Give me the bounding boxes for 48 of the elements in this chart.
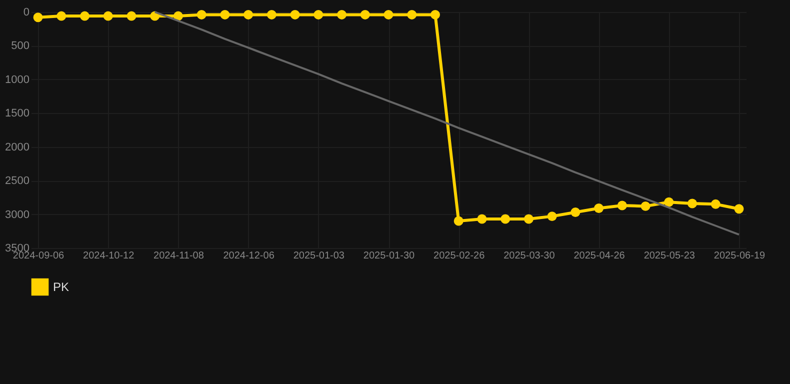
x-tick-label: 2024-09-06: [12, 250, 65, 262]
point: [547, 212, 557, 222]
point: [314, 10, 324, 20]
x-tick-label: 2024-12-06: [223, 250, 275, 262]
y-tick-label: 3000: [5, 208, 30, 221]
point: [477, 214, 487, 224]
point: [500, 214, 510, 224]
point: [244, 10, 254, 20]
x-tick-label: 2024-11-08: [153, 250, 204, 262]
point: [337, 10, 347, 20]
y-tick-label: 0: [23, 6, 30, 18]
point: [384, 10, 394, 20]
point: [33, 12, 43, 22]
x-tick-label: 2024-10-12: [83, 250, 135, 262]
x-tick-label: 2025-03-30: [504, 250, 556, 262]
point: [56, 11, 66, 21]
point: [290, 10, 300, 20]
point: [710, 199, 720, 209]
y-tick-label: 1000: [5, 74, 30, 86]
point: [80, 11, 90, 21]
point: [524, 214, 534, 224]
y-tick-label: 1500: [5, 108, 30, 120]
point: [664, 197, 674, 207]
x-tick-label: 2025-02-26: [434, 250, 486, 262]
point: [640, 201, 650, 211]
point: [103, 11, 113, 21]
point: [454, 216, 464, 226]
x-tick-label: 2025-01-30: [363, 250, 416, 262]
x-tick-label: 2025-01-03: [293, 250, 345, 262]
point: [360, 10, 370, 20]
point: [617, 200, 627, 210]
point: [220, 10, 230, 20]
point: [430, 10, 440, 20]
point: [126, 11, 136, 21]
point: [688, 198, 697, 208]
point: [407, 10, 417, 20]
x-tick-label: 2025-04-26: [574, 250, 626, 262]
x-tick-label: 2025-06-19: [714, 250, 766, 262]
point: [196, 10, 206, 20]
y-tick-label: 2500: [5, 175, 30, 188]
y-tick-label: 2000: [5, 141, 30, 154]
legend-label: PK: [53, 280, 70, 294]
x-tick-label: 2025-05-23: [644, 250, 696, 262]
y-tick-label: 500: [11, 40, 30, 52]
point: [734, 204, 744, 214]
point: [594, 203, 604, 213]
point: [570, 208, 580, 217]
point: [266, 10, 276, 20]
